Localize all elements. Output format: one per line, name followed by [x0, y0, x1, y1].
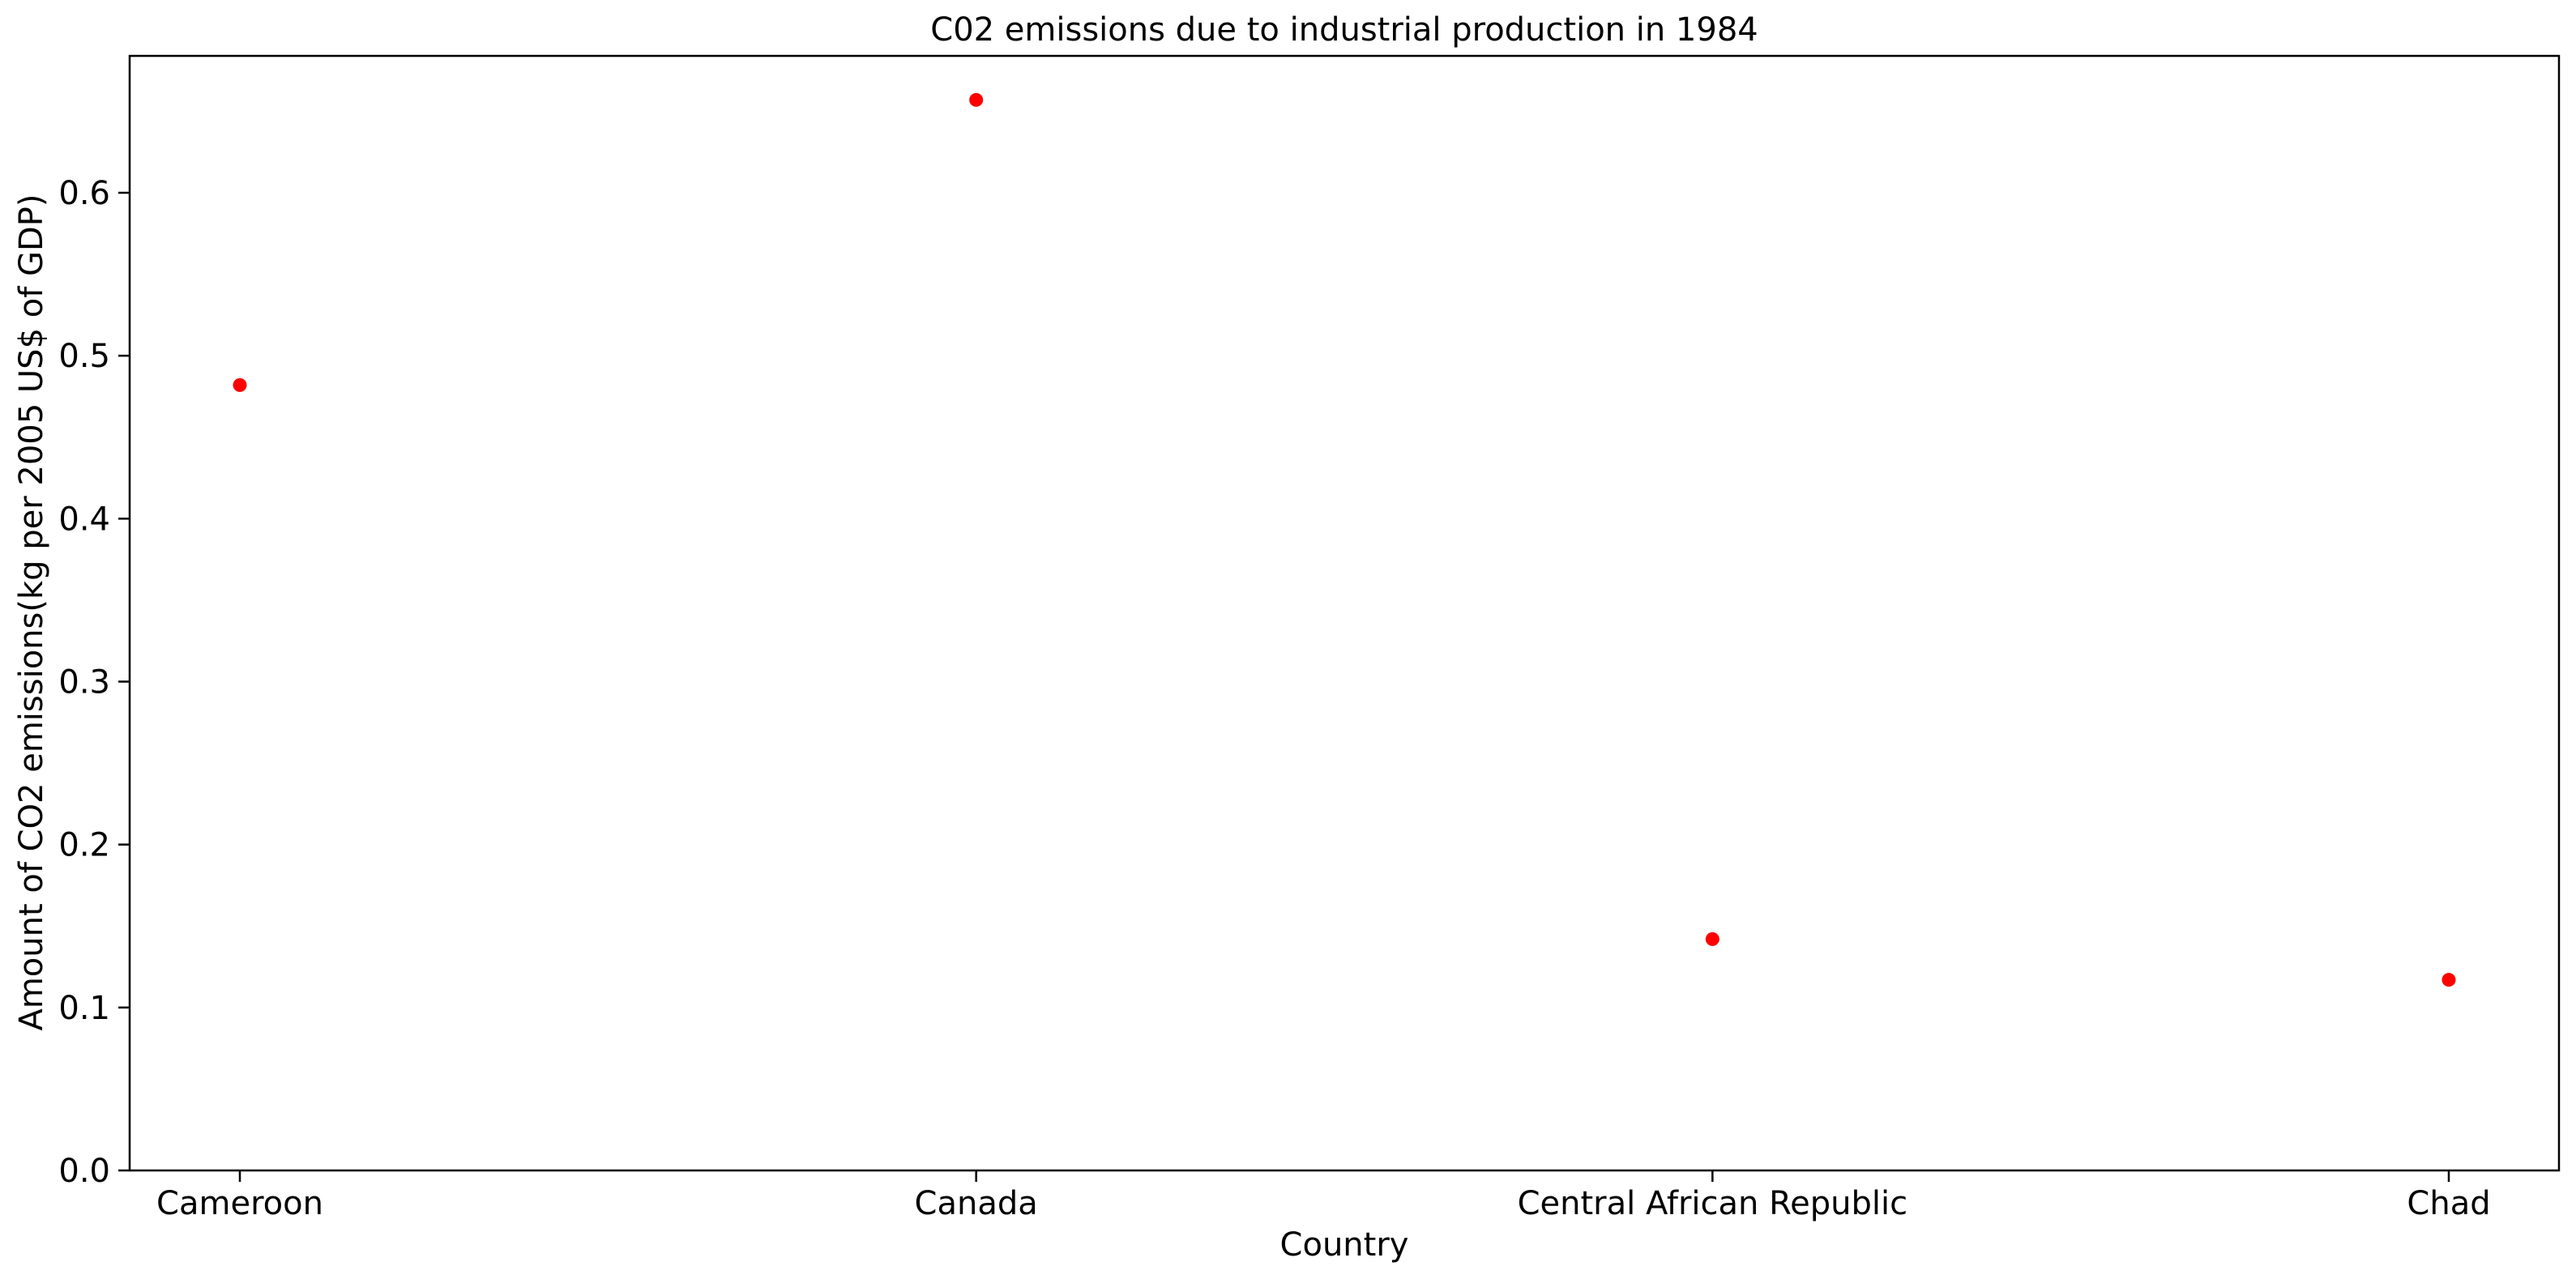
y-tick-label: 0.4 — [58, 501, 110, 538]
x-tick-label: Cameroon — [156, 1185, 323, 1222]
data-point — [2441, 973, 2456, 987]
y-tick-label: 0.5 — [58, 338, 110, 375]
x-axis-label: Country — [1280, 1226, 1409, 1264]
x-tick-label: Canada — [915, 1185, 1038, 1222]
data-point — [233, 377, 247, 392]
data-points — [233, 92, 2456, 987]
data-point — [1705, 932, 1719, 946]
y-tick-label: 0.1 — [58, 990, 110, 1027]
plot-frame — [128, 54, 2561, 1172]
y-tick-label: 0.6 — [58, 175, 110, 212]
chart-title: C02 emissions due to industrial producti… — [930, 11, 1758, 49]
y-tick-label: 0.2 — [58, 827, 110, 864]
y-axis-label: Amount of CO2 emissions(kg per 2005 US$ … — [13, 194, 50, 1030]
x-tick-label: Chad — [2407, 1185, 2490, 1222]
x-axis-ticks: Cameroon Canada Central African Republic Ch… — [156, 1170, 2491, 1222]
y-tick-label: 0.3 — [58, 663, 110, 701]
y-tick-label: 0.0 — [58, 1153, 110, 1190]
data-point — [969, 92, 984, 107]
y-axis-ticks: 0.0 0.1 0.2 0.3 0.4 0.5 0.6 — [58, 175, 130, 1190]
x-tick-label: Central African Republic — [1518, 1185, 1907, 1222]
